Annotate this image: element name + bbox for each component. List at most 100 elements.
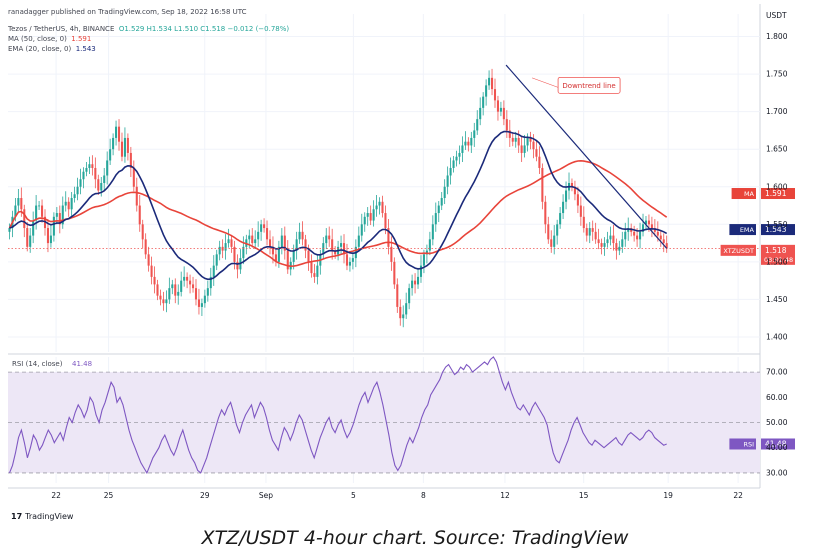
candle-body (384, 213, 387, 229)
candle-body (29, 235, 32, 247)
candle-body (452, 160, 455, 168)
ema-tag-label: EMA (740, 226, 755, 234)
time-tick-label: 8 (421, 491, 426, 500)
candle-body (286, 250, 289, 270)
candle-body (529, 137, 532, 142)
ema-legend: EMA (20, close, 0) 1.543 (8, 45, 96, 53)
candle-body (514, 137, 517, 142)
candle-body (112, 137, 115, 150)
candles (8, 68, 668, 328)
candle-body (502, 107, 505, 120)
candle-body (236, 261, 239, 270)
candle-body (58, 213, 61, 225)
overlay: Downtrend line MA 1.591 EMA 1.543 XTZUSDT 1.51… (8, 64, 795, 450)
candle-body (200, 303, 203, 307)
candle-body (455, 156, 458, 161)
rsi-tick-label: 60.00 (766, 393, 788, 402)
candle-body (647, 220, 650, 225)
candle-body (573, 186, 576, 195)
ema-legend-label: EMA (20, close, 0) (8, 45, 72, 53)
candle-body (79, 179, 82, 187)
candle-body (633, 231, 636, 236)
candle-body (38, 205, 41, 207)
candle-body (526, 137, 529, 146)
candle-body (67, 201, 70, 210)
ema-value: 1.543 (765, 225, 787, 234)
candle-body (496, 100, 499, 112)
candle-body (434, 213, 437, 225)
candle-body (64, 201, 67, 206)
rsi-band (8, 371, 760, 474)
candle-body (310, 261, 313, 274)
candle-body (248, 235, 251, 240)
candle-body (505, 119, 508, 131)
price-tick-label: 1.650 (766, 145, 788, 154)
candle-body (544, 201, 547, 225)
price-tick-label: 1.550 (766, 220, 788, 229)
candle-body (597, 239, 600, 244)
candle-body (141, 224, 144, 240)
candle-body (144, 239, 147, 255)
candle-body (372, 209, 375, 221)
candle-body (82, 171, 85, 180)
rsi-value-label: 41.48 (72, 360, 92, 368)
candle-body (378, 201, 381, 206)
candle-body (280, 235, 283, 247)
candle-body (224, 243, 227, 251)
candle-body (520, 145, 523, 153)
ohlc-values: O1.529 H1.534 L1.510 C1.518 −0.012 (−0.7… (118, 25, 290, 33)
ema-tag-bg (729, 224, 756, 236)
candle-body (428, 239, 431, 251)
last-price-tag-bg (720, 244, 756, 256)
candle-body (473, 130, 476, 138)
candle-body (103, 175, 106, 183)
candle-body (624, 231, 627, 240)
candle-body (479, 107, 482, 120)
candle-body (414, 280, 417, 285)
candle-body (366, 213, 369, 217)
candle-body (97, 179, 100, 191)
grid (8, 4, 761, 489)
candle-body (387, 228, 390, 247)
candle-body (334, 250, 337, 255)
candle-body (242, 246, 245, 259)
candle-body (209, 276, 212, 289)
last-price-value: 1.518 (765, 246, 787, 255)
candle-body (117, 126, 121, 142)
price-tick-label: 1.450 (766, 295, 788, 304)
candle-body (91, 164, 94, 168)
candle-body (283, 235, 286, 251)
rsi-line (8, 356, 667, 475)
candle-body (8, 228, 11, 232)
candle-body (215, 254, 218, 266)
candle-body (340, 243, 343, 247)
candle-body (360, 224, 363, 236)
rsi-value-bg (761, 438, 795, 450)
candle-body (331, 239, 334, 251)
downtrend-line (505, 64, 668, 249)
candle-body (203, 295, 206, 304)
candle-body (482, 96, 485, 108)
candle-body (168, 288, 171, 300)
candle-body (263, 224, 266, 229)
candle-body (301, 231, 304, 240)
candle-body (94, 167, 97, 180)
candle-body (464, 141, 467, 146)
candle-body (523, 145, 526, 153)
candle-body (186, 276, 189, 281)
ma-legend-value: 1.591 (71, 35, 92, 43)
candle-body (425, 250, 428, 255)
candle-body (183, 276, 186, 281)
candle-body (538, 156, 541, 168)
candle-body (393, 261, 396, 285)
candle-body (446, 175, 449, 187)
rsi-tick-label: 40.00 (766, 443, 788, 452)
candle-body (14, 205, 17, 217)
candle-body (132, 167, 135, 187)
candle-body (488, 77, 491, 86)
candle-body (345, 254, 349, 266)
candle-body (559, 213, 562, 225)
candle-body (85, 167, 88, 172)
candle-body (23, 209, 26, 229)
candle-body (109, 149, 112, 161)
